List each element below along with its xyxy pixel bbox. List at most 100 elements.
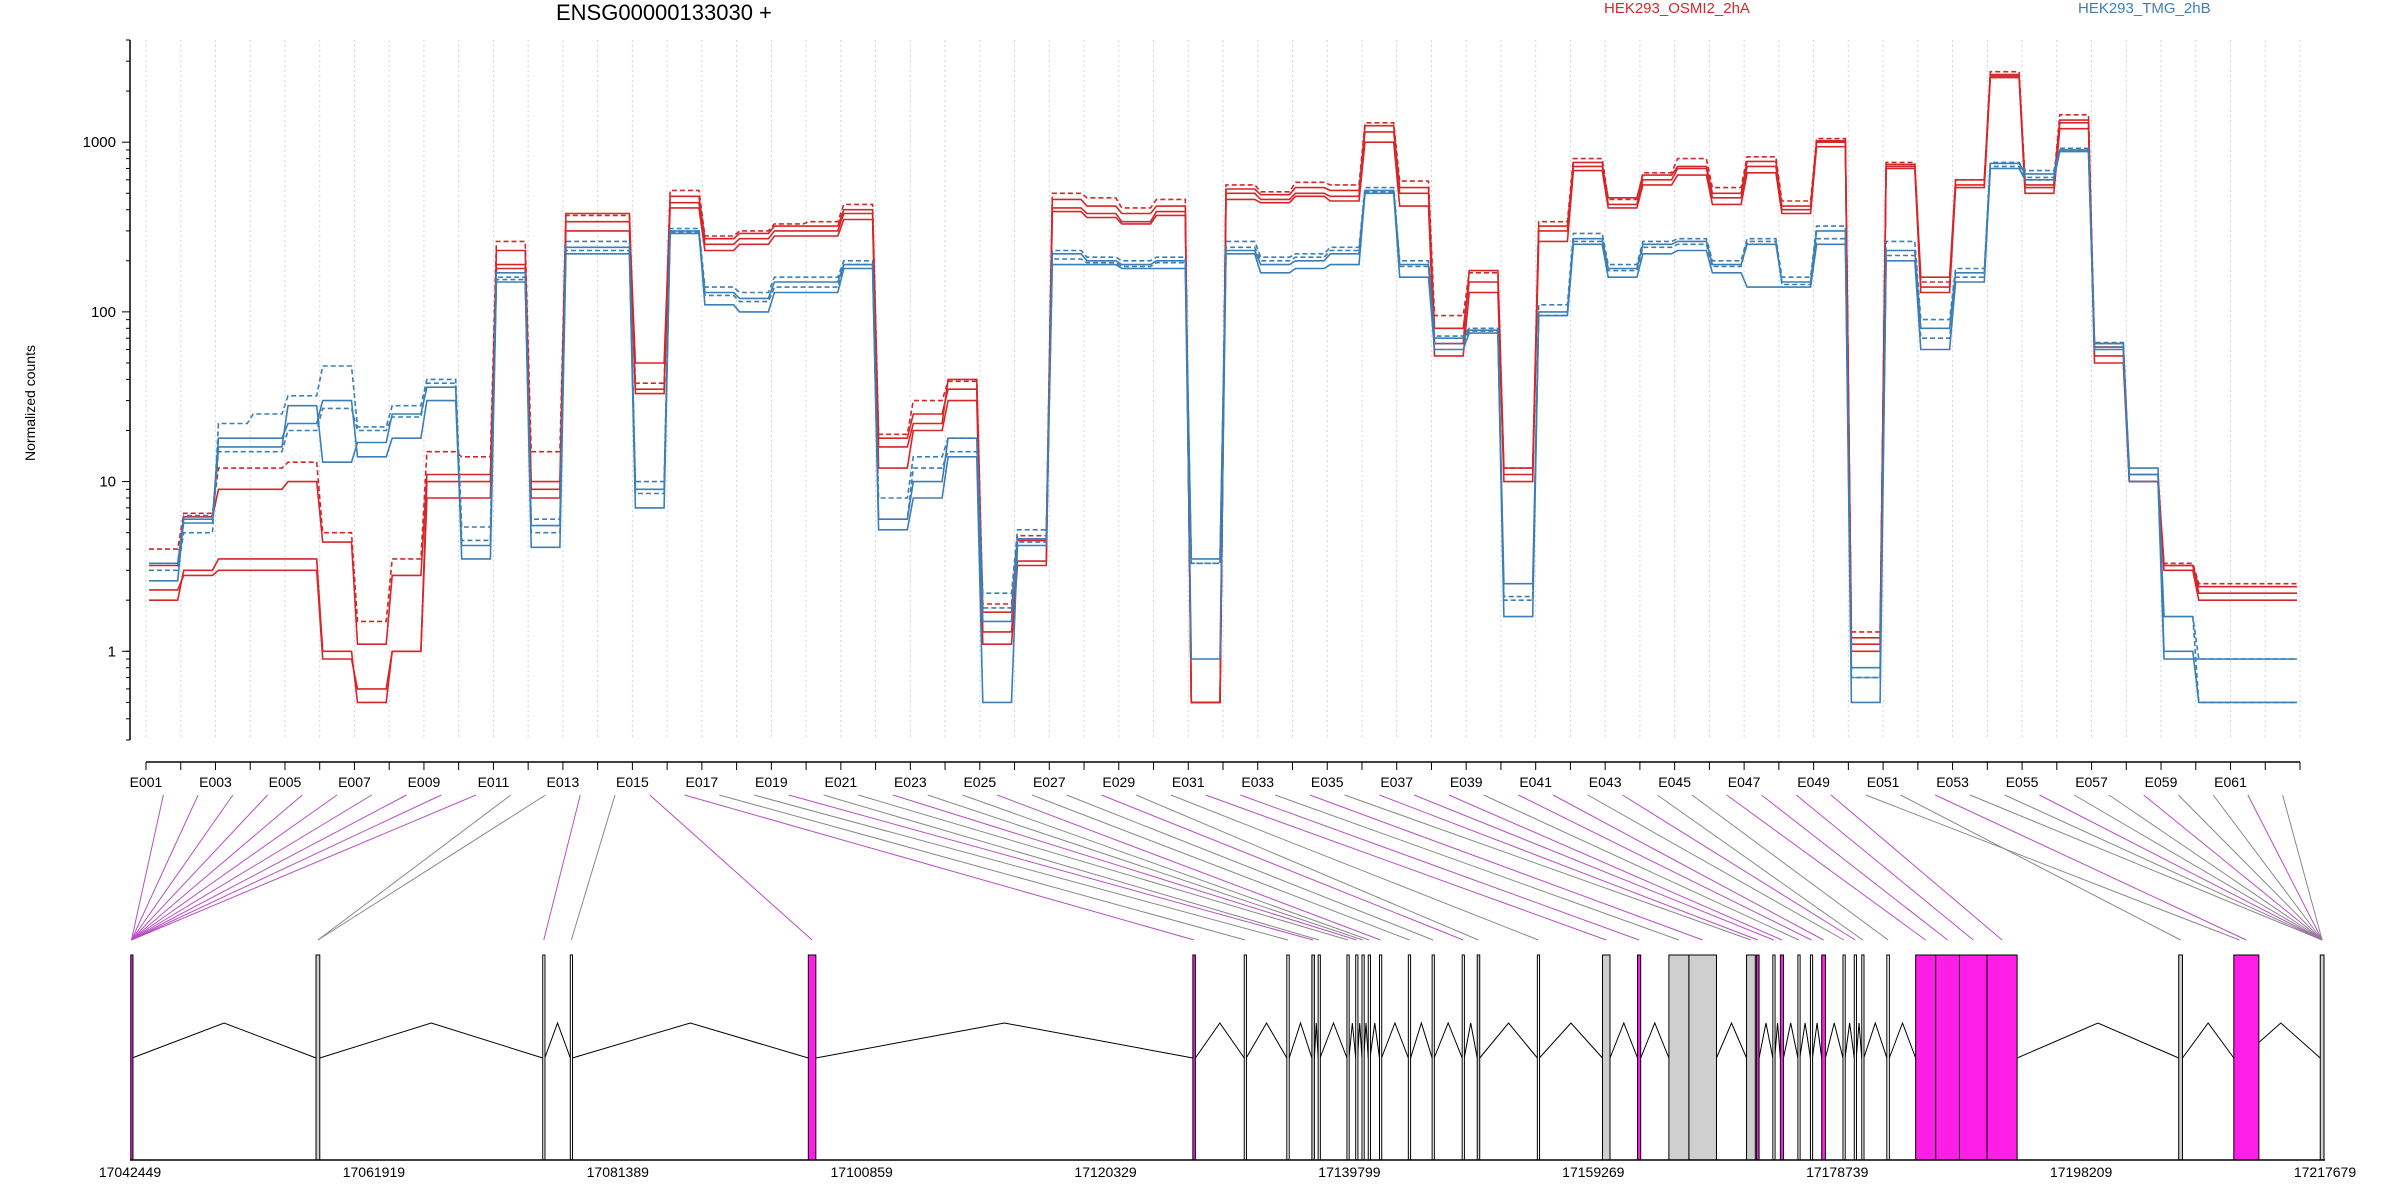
exon-bar [1311,954,1315,1161]
intron-line [1410,1021,1433,1059]
exon-connector [1413,794,1774,941]
exon-connector [1031,794,1410,941]
x-tick-label: E037 [1380,774,1413,790]
intron-line [544,1021,571,1059]
exon-bar [1746,954,1756,1161]
x-tick-label: E003 [199,774,232,790]
x-tick-label: E041 [1519,774,1552,790]
intron-line [1774,1022,1781,1059]
exon-connector [130,794,199,941]
y-tick-label: 100 [91,304,116,321]
intron-line [1640,1021,1670,1059]
exon-connector [719,794,1246,941]
exon-bar [1853,954,1857,1161]
exon-bar [542,954,546,1161]
intron-line [1716,1021,1747,1059]
exon-connector [684,794,1195,941]
intron-line [1463,1022,1478,1059]
exon-bar [1367,954,1371,1161]
exon-connector [1240,794,1640,941]
exon-connector [1656,794,1864,941]
exon-bar [1688,954,1717,1161]
exon-connector [962,794,1370,941]
exon-connector [2178,794,2323,941]
exon-bar [1346,954,1350,1161]
exon-connector [1969,794,2323,941]
exon-connector [1170,794,1539,941]
intron-line [815,1022,1193,1059]
exon-bar [1536,954,1541,1161]
exon-bar [1317,954,1321,1161]
genomic-tick-label: 17139799 [1318,1164,1381,1180]
x-tick-label: E031 [1172,774,1205,790]
exon-connector [1900,794,2181,941]
exon-bar [1668,954,1690,1161]
y-tick-label: 10 [99,474,116,491]
exon-connector [1309,794,1703,941]
intron-line [572,1022,809,1059]
intron-line [1288,1021,1313,1059]
exon-connector [2212,794,2323,941]
exon-bar [1431,954,1435,1161]
exon-connector [1761,794,1948,941]
x-tick-label: E015 [616,774,649,790]
exon-bar [1915,954,1937,1161]
intron-line [1194,1022,1245,1059]
exon-connector [131,794,338,941]
exon-connector [1552,794,1824,941]
exon-connector [1518,794,1812,941]
exon-connector [2073,794,2323,941]
intron-line [1245,1022,1288,1059]
exon-connector [1066,794,1434,941]
x-tick-label: E033 [1241,774,1274,790]
exon-connector [1865,794,2240,941]
exon-bar [2319,954,2325,1161]
exon-bar [2233,954,2260,1161]
genomic-tick-label: 17198209 [2050,1164,2113,1180]
x-tick-label: E023 [894,774,927,790]
genomic-tick-label: 17081389 [587,1164,650,1180]
x-tick-label: E027 [1033,774,1066,790]
exon-connector [1830,794,2003,941]
exon-connector [2282,794,2323,941]
intron-line [1609,1021,1639,1059]
legend-item-osmi2: HEK293_OSMI2_2hA [1604,0,1750,17]
x-tick-label: E007 [338,774,371,790]
x-tick-label: E055 [2006,774,2039,790]
intron-line [1888,1021,1917,1059]
x-tick-label: E005 [269,774,302,790]
exon-bar [1861,954,1865,1161]
genomic-tick-label: 17178739 [1806,1164,1869,1180]
exon-connector [1274,794,1680,941]
genomic-tick-label: 17061919 [343,1164,406,1180]
x-tick-label: E029 [1102,774,1135,790]
exon-bar [1637,954,1642,1161]
exon-connector [2004,794,2323,941]
x-tick-label: E001 [130,774,163,790]
exon-connector [1379,794,1758,941]
x-tick-label: E057 [2075,774,2108,790]
exon-connector [131,794,268,941]
intron-line [319,1022,543,1059]
exon-connector [130,794,164,941]
intron-line [1844,1022,1855,1059]
exon-connector [1344,794,1752,941]
exon-bar [1958,954,1988,1161]
exon-connector [997,794,1381,941]
intron-line [131,1022,317,1059]
exon-connector [131,794,442,941]
exon-connector [1101,794,1464,941]
exon-bar [1756,954,1760,1161]
intron-line [1855,1022,1863,1059]
exon-connector [317,794,546,941]
exon-bar [1821,954,1826,1161]
exon-connector [131,794,373,941]
series-line [149,150,2297,704]
genomic-tick-label: 17120329 [1074,1164,1137,1180]
exon-bar [1986,954,2018,1161]
intron-line [1863,1021,1888,1059]
x-tick-label: E039 [1450,774,1483,790]
x-tick-label: E019 [755,774,788,790]
exon-bar [1361,954,1365,1161]
